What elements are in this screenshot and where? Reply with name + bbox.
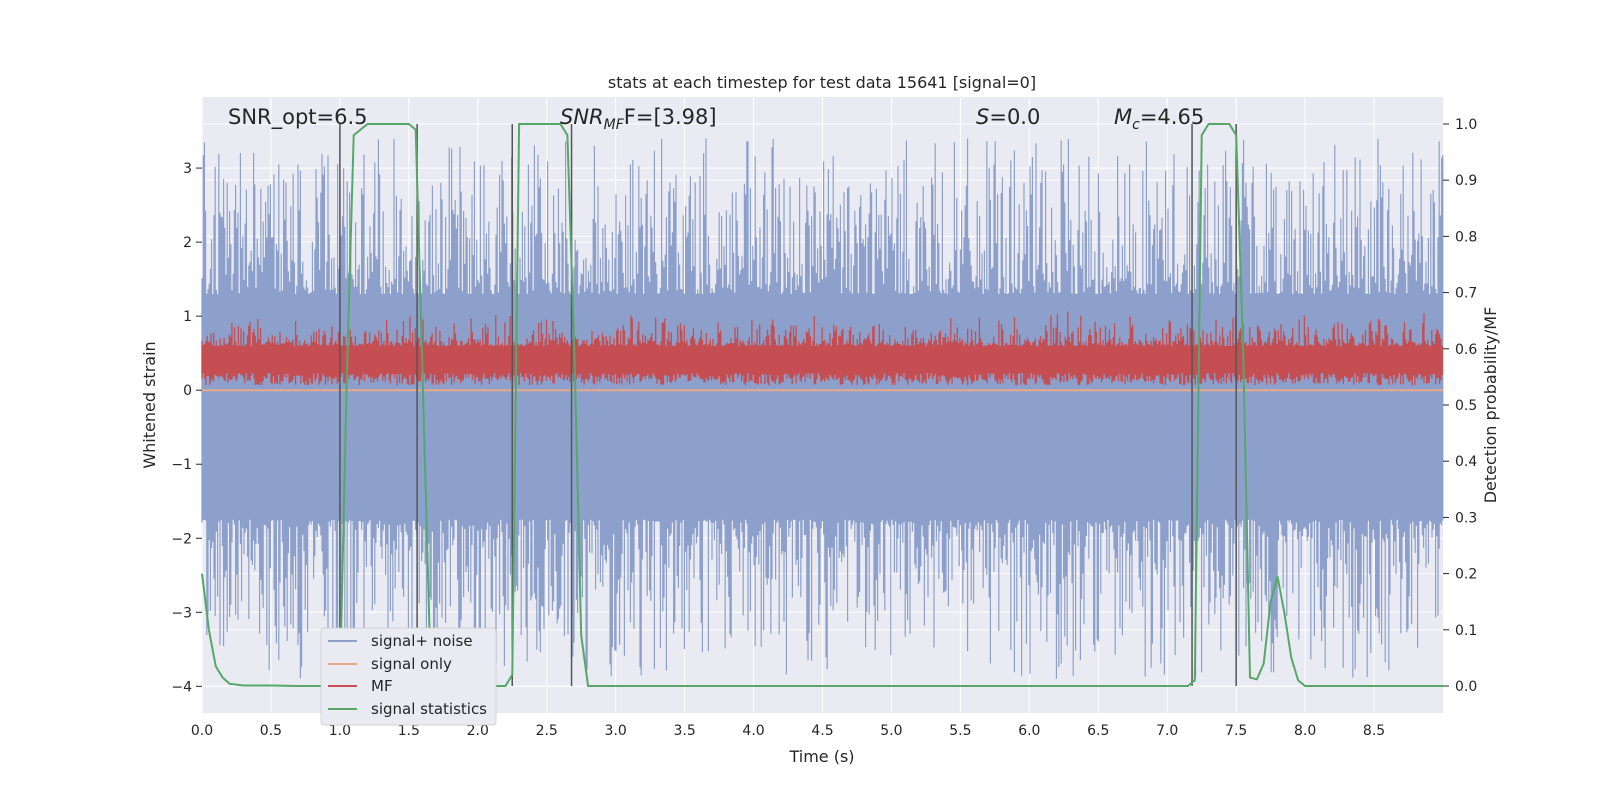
- y-tick-label-left: −2: [171, 531, 192, 547]
- x-tick-label: 8.5: [1363, 723, 1385, 739]
- y-tick-label-left: −3: [171, 605, 192, 621]
- x-tick-label: 2.0: [467, 723, 489, 739]
- x-tick-label: 3.0: [605, 723, 627, 739]
- y-axis-label-left: Whitened strain: [140, 341, 159, 468]
- y-tick-label-right: 0.3: [1455, 510, 1477, 526]
- x-tick-label: 6.5: [1087, 723, 1109, 739]
- annotation-s: S=0.0: [976, 105, 1040, 129]
- x-tick-label: 1.5: [398, 723, 420, 739]
- legend-label-signal-noise: signal+ noise: [371, 632, 473, 650]
- x-axis-label: Time (s): [788, 747, 854, 766]
- y-tick-label-right: 0.7: [1455, 286, 1477, 302]
- x-tick-label: 7.5: [1225, 723, 1247, 739]
- annotation-snr-mf: SNRMFF=[3.98]: [560, 105, 717, 133]
- y-tick-label-right: 0.4: [1455, 454, 1477, 470]
- x-tick-label: 8.0: [1294, 723, 1316, 739]
- annotation-snr-opt: SNR_opt=6.5: [228, 105, 368, 130]
- x-tick-label: 0.5: [260, 723, 282, 739]
- legend-label-signal-only: signal only: [371, 655, 452, 673]
- y-tick-label-left: 0: [183, 383, 192, 399]
- y-tick-label-left: −1: [171, 457, 192, 473]
- y-tick-label-right: 1.0: [1455, 117, 1477, 133]
- x-tick-label: 4.0: [742, 723, 764, 739]
- x-tick-label: 6.0: [1018, 723, 1040, 739]
- y-tick-label-right: 0.1: [1455, 623, 1477, 639]
- x-tick-label: 3.5: [673, 723, 695, 739]
- x-tick-label: 5.5: [949, 723, 971, 739]
- x-tick-label: 4.5: [811, 723, 833, 739]
- x-tick-label: 7.0: [1156, 723, 1178, 739]
- y-tick-label-left: −4: [171, 679, 192, 695]
- y-tick-label-right: 0.6: [1455, 342, 1477, 358]
- ticks: 0.0 0.5 1.0 1.5 2.0 2.5 3.0 3.5 4.0 4.5 5.0 5.5 6.0 6…: [171, 117, 1477, 739]
- legend-label-mf: MF: [371, 677, 393, 695]
- x-tick-label: 5.0: [880, 723, 902, 739]
- x-tick-label: 0.0: [191, 723, 213, 739]
- y-tick-label-left: 2: [183, 235, 192, 251]
- y-tick-label-right: 0.8: [1455, 229, 1477, 245]
- legend-box: [320, 627, 497, 726]
- x-tick-label: 2.5: [536, 723, 558, 739]
- y-tick-label-right: 0.2: [1455, 567, 1477, 583]
- annotation-mc: Mc=4.65: [1114, 105, 1204, 133]
- y-tick-label-left: 3: [183, 161, 192, 177]
- y-tick-label-right: 0.0: [1455, 679, 1477, 695]
- y-tick-label-right: 0.9: [1455, 173, 1477, 189]
- legend: signal+ noise signal only MF signal stat…: [320, 627, 497, 726]
- y-axis-label-right: Detection probability/MF: [1481, 307, 1500, 504]
- y-tick-label-right: 0.5: [1455, 398, 1477, 414]
- chart-title: stats at each timestep for test data 156…: [608, 73, 1036, 92]
- legend-label-signal-statistics: signal statistics: [371, 700, 487, 718]
- y-tick-label-left: 1: [183, 309, 192, 325]
- x-tick-label: 1.0: [329, 723, 351, 739]
